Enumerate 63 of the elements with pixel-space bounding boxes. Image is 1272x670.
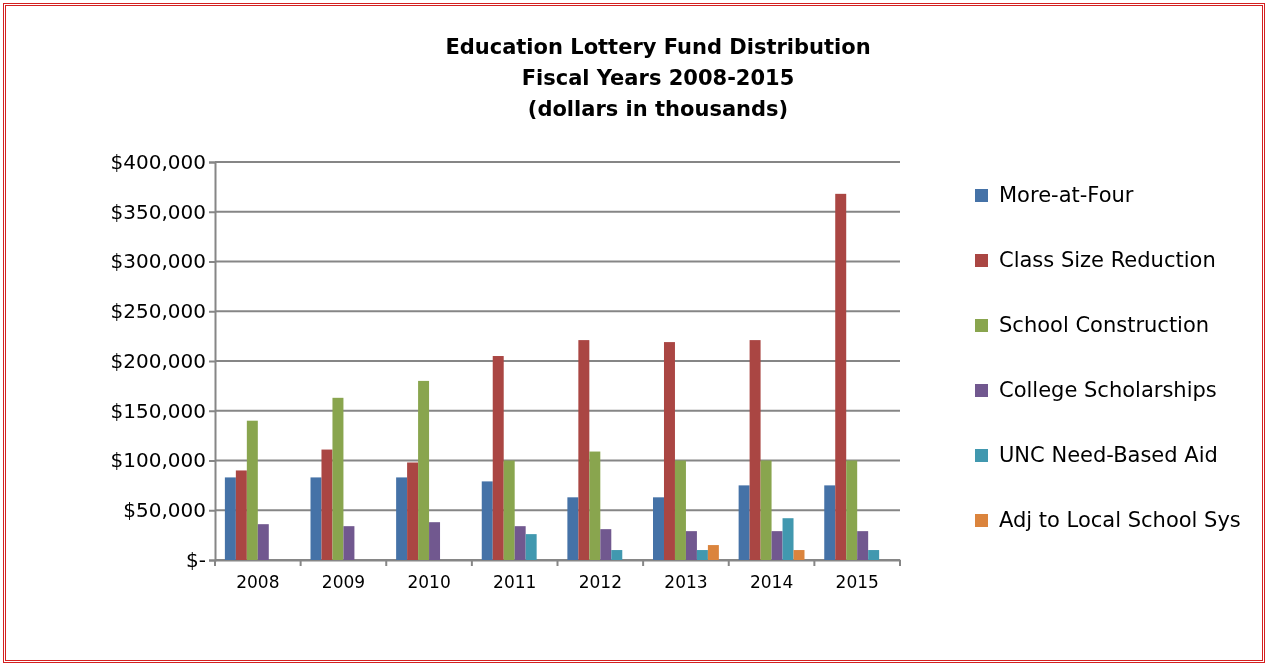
bar (674, 460, 686, 560)
bar (310, 477, 322, 560)
x-tick-label: 2014 (749, 572, 794, 593)
bar (749, 340, 761, 560)
bar (429, 522, 441, 560)
bar (418, 380, 430, 560)
y-tick-label: $300,000 (110, 249, 206, 274)
bar (611, 550, 623, 560)
bar (835, 193, 847, 560)
bar (760, 460, 772, 560)
legend-label: UNC Need-Based Aid (999, 443, 1218, 467)
bar (782, 518, 794, 560)
bar (246, 420, 258, 560)
bar (857, 531, 869, 560)
bar (868, 550, 880, 560)
legend-label: Class Size Reduction (999, 248, 1216, 272)
bar (771, 531, 783, 560)
bar (685, 531, 697, 560)
bar (738, 485, 750, 560)
x-tick-label: 2009 (321, 572, 366, 593)
bar (492, 356, 504, 560)
bar (503, 460, 515, 560)
legend-label: College Scholarships (999, 378, 1217, 402)
x-tick-label: 2011 (493, 572, 537, 593)
legend-label: School Construction (999, 313, 1210, 337)
bar (824, 485, 836, 560)
bar (600, 529, 612, 560)
bar (846, 460, 858, 560)
x-tick-label: 2012 (578, 572, 622, 593)
bar (396, 477, 408, 560)
x-tick-label: 2010 (407, 572, 451, 593)
bar (793, 550, 805, 560)
bar (589, 451, 601, 560)
bar (332, 397, 344, 560)
bar (514, 526, 526, 560)
bar (525, 534, 537, 560)
bar (321, 449, 333, 560)
bar (663, 342, 675, 560)
bar (257, 524, 269, 560)
bar (235, 470, 247, 560)
bar (224, 477, 236, 560)
y-tick-label: $150,000 (110, 398, 206, 423)
y-tick-label: $100,000 (110, 448, 206, 473)
bar (567, 497, 579, 560)
y-tick-label: $400,000 (110, 149, 206, 174)
chart-title: Education Lottery Fund Distribution Fiscal Years 2008-2015 (dollars in thousands) (445, 35, 871, 121)
y-tick-label: $50,000 (123, 498, 206, 523)
bar (343, 526, 355, 560)
y-tick-label: $250,000 (110, 299, 206, 324)
x-tick-label: 2008 (236, 572, 280, 593)
x-tick-label: 2013 (664, 572, 708, 593)
bar (707, 545, 719, 560)
bar (578, 340, 590, 560)
legend-label: Adj to Local School Sys (999, 508, 1241, 532)
bar (481, 481, 493, 560)
x-tick-label: 2015 (835, 572, 879, 593)
y-tick-label: $350,000 (110, 199, 206, 224)
y-tick-label: $200,000 (110, 348, 206, 373)
y-tick-label: $- (186, 547, 206, 572)
bar (696, 550, 708, 560)
legend-label: More-at-Four (999, 183, 1134, 207)
bar (653, 497, 664, 560)
bar (407, 462, 419, 560)
